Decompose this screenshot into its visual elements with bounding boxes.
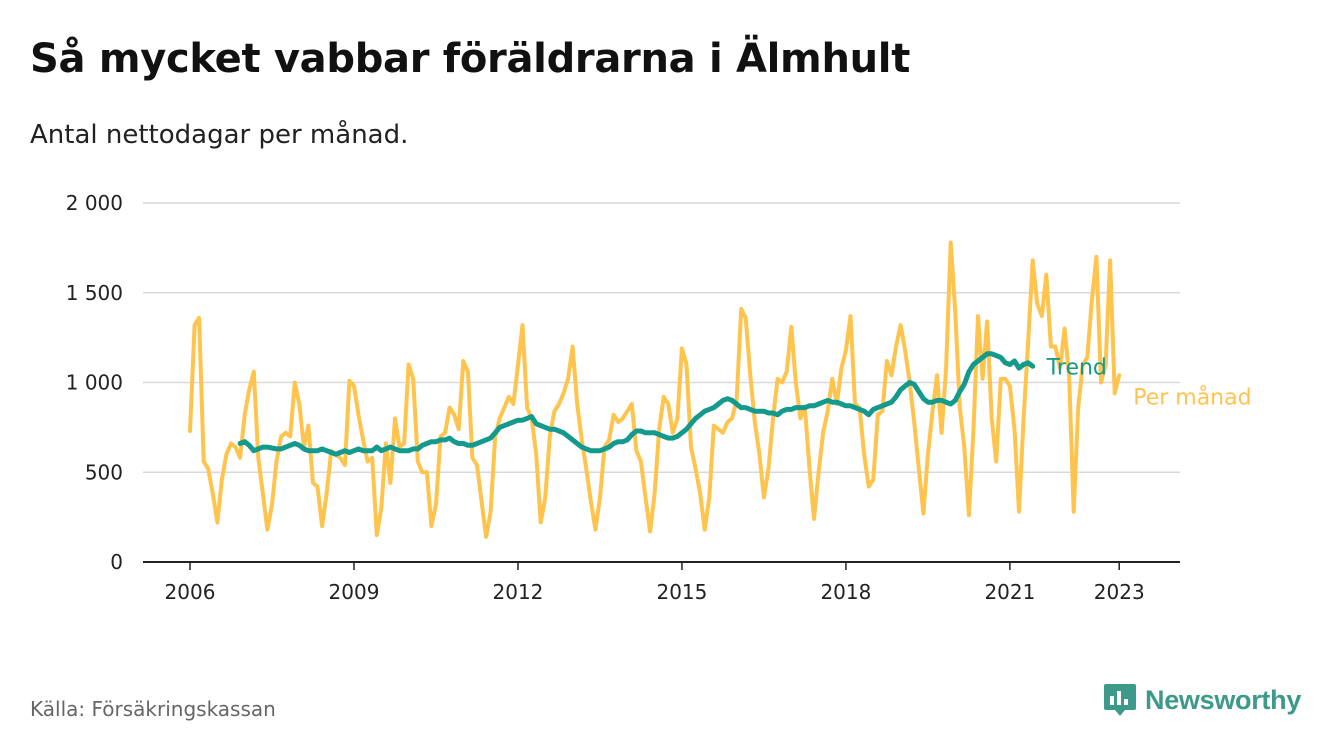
series-label-trend: Trend [1046, 355, 1107, 380]
page-subtitle: Antal nettodagar per månad. [30, 120, 409, 150]
x-tick-label: 2006 [165, 580, 216, 604]
y-axis-ticks: 0 500 1 000 1 500 2 000 [66, 191, 123, 574]
source-note: Källa: Försäkringskassan [30, 697, 276, 721]
y-tick-label: 1 500 [66, 281, 123, 305]
series-end-labels: Trend Per månad [1046, 355, 1252, 410]
brand-name: Newsworthy [1145, 684, 1302, 715]
x-tick-label: 2023 [1094, 580, 1145, 604]
x-tick-label: 2018 [820, 580, 871, 604]
series-line-per-manad [188, 240, 1122, 539]
x-tick-label: 2012 [493, 580, 544, 604]
newsworthy-logo: Newsworthy [1103, 682, 1301, 718]
bar-chart-speech-bubble-icon [1104, 684, 1136, 716]
x-tick-label: 2009 [329, 580, 380, 604]
line-chart: 0 500 1 000 1 500 2 000 2006 2009 2012 2015 2018… [66, 191, 1252, 604]
y-tick-label: 500 [85, 460, 123, 484]
x-tick-label: 2021 [984, 580, 1035, 604]
x-axis-ticks: 2006 2009 2012 2015 2018 2021 2023 [165, 562, 1145, 604]
y-tick-label: 0 [110, 550, 123, 574]
series-line-trend [237, 351, 1036, 457]
series-label-per-manad: Per månad [1133, 384, 1251, 410]
series-lines [188, 240, 1122, 539]
page-title: Så mycket vabbar föräldrarna i Älmhult [30, 36, 911, 82]
x-tick-label: 2015 [656, 580, 707, 604]
y-tick-label: 1 000 [66, 371, 123, 395]
y-tick-label: 2 000 [66, 191, 123, 215]
